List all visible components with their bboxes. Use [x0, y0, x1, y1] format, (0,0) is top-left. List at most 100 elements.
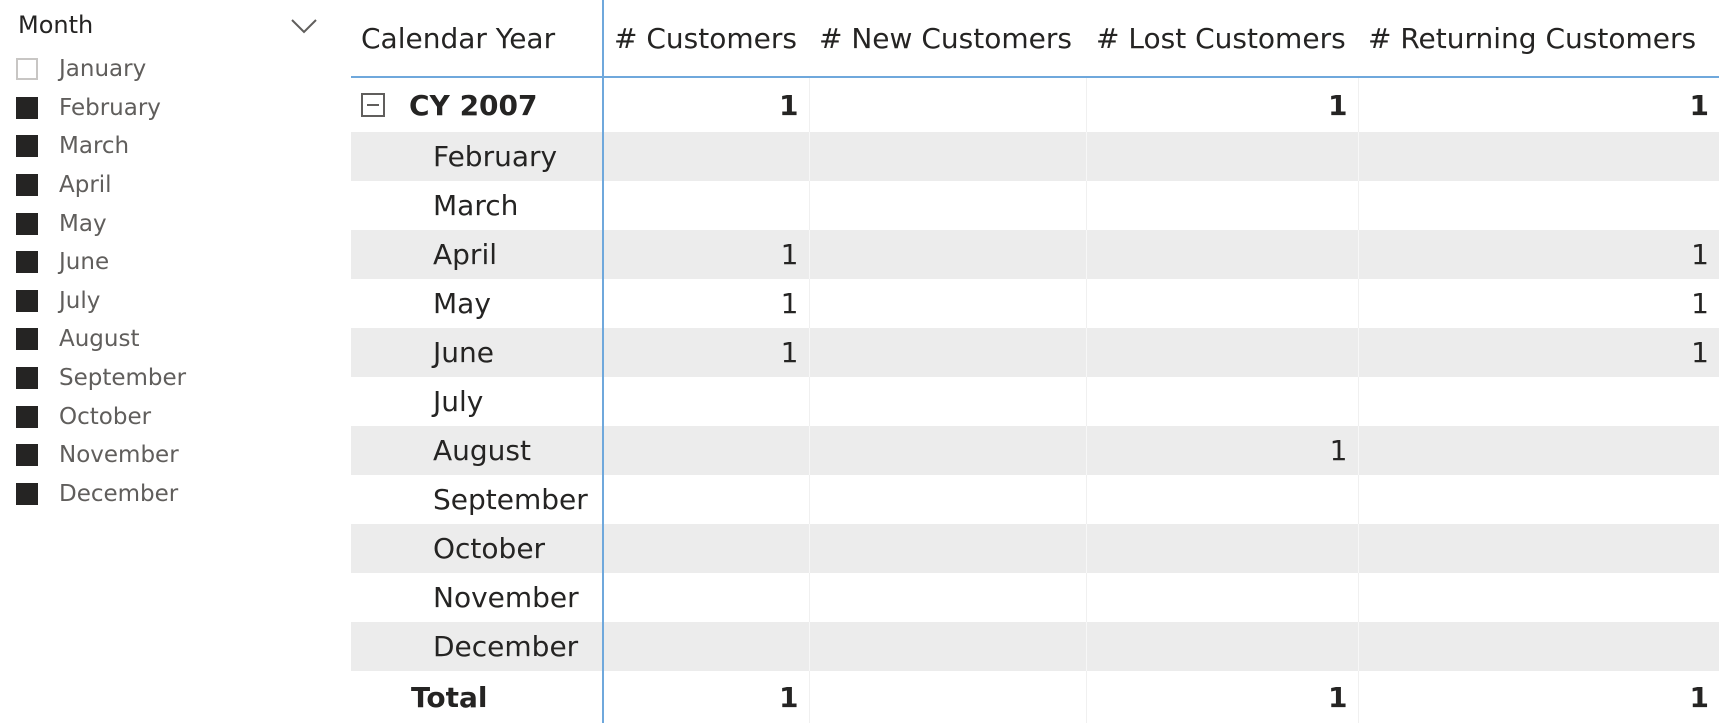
cell-customers — [603, 132, 810, 181]
slicer-item-january[interactable]: January — [16, 50, 186, 89]
slicer-item-label: December — [59, 480, 179, 507]
cell-new-customers — [809, 475, 1087, 524]
table-row: March — [351, 181, 1719, 230]
cell-returning-customers — [1358, 475, 1719, 524]
column-header-lost-customers[interactable]: # Lost Customers — [1086, 0, 1358, 78]
checkbox-checked-icon[interactable] — [16, 289, 38, 312]
slicer-item-label: July — [59, 287, 101, 314]
checkbox-checked-icon[interactable] — [16, 135, 38, 158]
checkbox-checked-icon[interactable] — [16, 482, 38, 505]
cell-new-customers — [809, 328, 1087, 377]
matrix-table: Calendar Year # Customers # New Customer… — [351, 0, 1719, 723]
total-lost-customers: 1 — [1086, 671, 1359, 723]
slicer-item-label: March — [59, 133, 130, 160]
column-header-customers[interactable]: # Customers — [603, 0, 809, 78]
row-header-month: November — [351, 573, 604, 622]
checkbox-checked-icon[interactable] — [16, 367, 38, 390]
cell-lost-customers — [1086, 279, 1359, 328]
slicer-item-label: September — [59, 365, 187, 392]
cell-returning-customers — [1358, 132, 1719, 181]
slicer-header[interactable]: Month — [18, 8, 318, 42]
cell-new-customers — [809, 573, 1087, 622]
total-returning-customers: 1 — [1689, 680, 1709, 714]
table-row: August 1 — [351, 426, 1719, 475]
slicer-item-label: November — [59, 442, 179, 469]
cell-lost-customers — [1086, 622, 1359, 671]
row-header-month: March — [351, 181, 604, 230]
cell-returning-customers — [1358, 524, 1719, 573]
cell-returning-customers — [1358, 377, 1719, 426]
slicer-item-october[interactable]: October — [16, 397, 186, 436]
row-header-month: February — [351, 132, 604, 181]
table-row: February — [351, 132, 1719, 181]
checkbox-checked-icon[interactable] — [16, 444, 38, 467]
cell-lost-customers — [1086, 181, 1359, 230]
row-header-month: October — [351, 524, 604, 573]
cell-lost-customers — [1086, 328, 1359, 377]
row-header-month: December — [351, 622, 604, 671]
cell-returning-customers — [1358, 426, 1719, 475]
slicer-item-november[interactable]: November — [16, 436, 186, 475]
year-returning-customers: 1 — [1689, 88, 1709, 122]
column-header-calendar-year[interactable]: Calendar Year — [351, 0, 604, 78]
year-lost-customers: 1 — [1086, 77, 1359, 132]
slicer-item-july[interactable]: July — [16, 282, 186, 321]
month-slicer: Month January February March April May June Ju… — [0, 0, 330, 717]
checkbox-checked-icon[interactable] — [16, 174, 38, 197]
slicer-item-label: June — [59, 249, 110, 276]
row-header-month: September — [351, 475, 604, 524]
checkbox-checked-icon[interactable] — [16, 251, 38, 274]
row-header-month: July — [351, 377, 604, 426]
year-row-header: CY 2007 — [351, 77, 604, 132]
cell-customers — [603, 426, 810, 475]
slicer-item-label: October — [59, 403, 152, 430]
slicer-item-april[interactable]: April — [16, 166, 186, 205]
table-row: June 1 1 — [351, 328, 1719, 377]
slicer-item-may[interactable]: May — [16, 204, 186, 243]
checkbox-checked-icon[interactable] — [16, 212, 38, 235]
year-label: CY 2007 — [409, 88, 538, 122]
cell-customers — [603, 573, 810, 622]
checkbox-checked-icon[interactable] — [16, 328, 38, 351]
slicer-item-label: April — [59, 172, 112, 199]
matrix-visual: Calendar Year # Customers # New Customer… — [351, 0, 1719, 723]
column-header-new-customers[interactable]: # New Customers — [809, 0, 1086, 78]
row-header-month: May — [351, 279, 604, 328]
table-row: November — [351, 573, 1719, 622]
slicer-item-february[interactable]: February — [16, 89, 186, 128]
cell-lost-customers: 1 — [1086, 426, 1359, 475]
table-row: September — [351, 475, 1719, 524]
table-row: July — [351, 377, 1719, 426]
checkbox-checked-icon[interactable] — [16, 405, 38, 428]
checkbox-checked-icon[interactable] — [16, 96, 38, 119]
cell-new-customers — [809, 426, 1087, 475]
cell-lost-customers — [1086, 377, 1359, 426]
total-label: Total — [351, 671, 604, 723]
slicer-item-august[interactable]: August — [16, 320, 186, 359]
row-header-month: August — [351, 426, 604, 475]
total-new-customers — [809, 671, 1087, 723]
column-header-returning-customers[interactable]: # Returning Customers — [1358, 0, 1719, 78]
cell-lost-customers — [1086, 132, 1359, 181]
slicer-title: Month — [18, 11, 94, 39]
slicer-item-september[interactable]: September — [16, 359, 186, 398]
checkbox-unchecked-icon[interactable] — [16, 58, 38, 81]
cell-customers: 1 — [603, 230, 810, 279]
slicer-item-december[interactable]: December — [16, 475, 186, 514]
cell-customers — [603, 475, 810, 524]
cell-lost-customers — [1086, 230, 1359, 279]
slicer-item-label: January — [59, 56, 147, 83]
chevron-down-icon[interactable] — [290, 17, 318, 35]
cell-lost-customers — [1086, 475, 1359, 524]
cell-returning-customers: 1 — [1358, 230, 1719, 279]
matrix-header-row: Calendar Year # Customers # New Customer… — [351, 0, 1719, 78]
table-row: April 1 1 — [351, 230, 1719, 279]
cell-returning-customers — [1358, 622, 1719, 671]
slicer-item-march[interactable]: March — [16, 127, 186, 166]
total-row: Total 1 1 1 — [351, 671, 1719, 723]
cell-new-customers — [809, 132, 1087, 181]
cell-lost-customers — [1086, 524, 1359, 573]
slicer-item-label: August — [59, 326, 140, 353]
collapse-icon[interactable] — [361, 93, 385, 117]
slicer-item-june[interactable]: June — [16, 243, 186, 282]
